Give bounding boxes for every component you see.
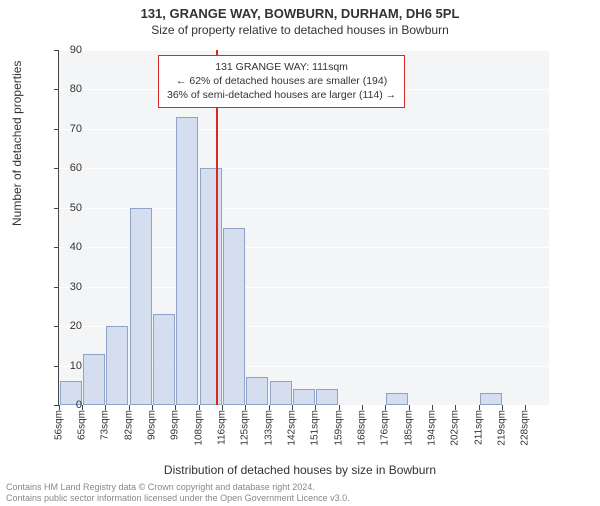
annotation-line2: ← 62% of detached houses are smaller (19… [167, 74, 396, 88]
xtick-label: 211sqm [473, 410, 484, 445]
xtick-label: 133sqm [263, 410, 274, 446]
ytick-label: 90 [52, 44, 82, 56]
xtick-label: 202sqm [450, 410, 461, 446]
xtick-label: 99sqm [170, 410, 181, 440]
xtick-label: 219sqm [496, 410, 507, 446]
xtick-label: 108sqm [193, 410, 204, 446]
xtick-label: 185sqm [403, 410, 414, 446]
xtick-label: 82sqm [123, 410, 134, 440]
ytick-label: 60 [52, 162, 82, 174]
footer-line1: Contains HM Land Registry data © Crown c… [6, 482, 350, 493]
xtick-label: 116sqm [216, 410, 227, 445]
gridline [59, 405, 549, 406]
x-axis-label: Distribution of detached houses by size … [0, 463, 600, 477]
xtick-label: 151sqm [310, 410, 321, 446]
histogram-bar [153, 314, 175, 405]
page-title-1: 131, GRANGE WAY, BOWBURN, DURHAM, DH6 5P… [0, 6, 600, 21]
histogram-bar [223, 228, 245, 406]
xtick-label: 168sqm [356, 410, 367, 446]
ytick-label: 40 [52, 241, 82, 253]
annotation-line1: 131 GRANGE WAY: 111sqm [167, 60, 396, 74]
xtick-label: 56sqm [53, 410, 64, 440]
histogram-bar [176, 117, 198, 405]
histogram-bar [106, 326, 128, 405]
ytick-label: 70 [52, 123, 82, 135]
footer-attribution: Contains HM Land Registry data © Crown c… [6, 482, 350, 504]
xtick-label: 142sqm [286, 410, 297, 446]
histogram-bar [270, 381, 292, 405]
gridline [59, 129, 549, 130]
ytick-label: 50 [52, 202, 82, 214]
histogram-bar [386, 393, 408, 405]
xtick-label: 65sqm [76, 410, 87, 440]
histogram-bar [316, 389, 338, 405]
gridline [59, 168, 549, 169]
annotation-line3: 36% of semi-detached houses are larger (… [167, 88, 396, 102]
footer-line2: Contains public sector information licen… [6, 493, 350, 504]
histogram-bar [200, 168, 222, 405]
xtick-label: 176sqm [380, 410, 391, 446]
chart-area: 131 GRANGE WAY: 111sqm ← 62% of detached… [58, 50, 578, 428]
ytick-label: 80 [52, 83, 82, 95]
histogram-bar [480, 393, 502, 405]
y-axis-label: Number of detached properties [10, 61, 24, 226]
gridline [59, 50, 549, 51]
histogram-bar [83, 354, 105, 405]
ytick-label: 30 [52, 281, 82, 293]
xtick-label: 228sqm [520, 410, 531, 446]
annotation-callout: 131 GRANGE WAY: 111sqm ← 62% of detached… [158, 55, 405, 108]
xtick-label: 159sqm [333, 410, 344, 446]
xtick-label: 90sqm [146, 410, 157, 440]
xtick-label: 73sqm [100, 410, 111, 440]
histogram-bar [130, 208, 152, 405]
ytick-label: 10 [52, 360, 82, 372]
ytick-label: 20 [52, 320, 82, 332]
histogram-bar [293, 389, 315, 405]
xtick-label: 194sqm [426, 410, 437, 446]
page-title-2: Size of property relative to detached ho… [0, 23, 600, 37]
histogram-bar [246, 377, 268, 405]
xtick-label: 125sqm [240, 410, 251, 446]
